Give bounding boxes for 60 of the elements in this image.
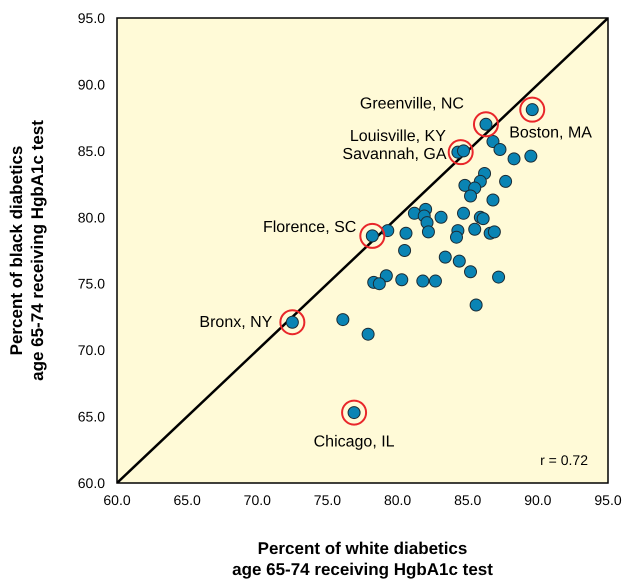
- y-tick-label: 75.0: [78, 276, 106, 292]
- annotation: Boston, MA: [509, 124, 592, 142]
- annotation: Greenville, NC: [360, 95, 464, 112]
- point: [519, 96, 546, 123]
- point: [452, 254, 466, 268]
- annotation: Savannah, GA: [342, 146, 447, 163]
- point: [486, 194, 500, 207]
- point: [336, 313, 350, 326]
- x-tick-label: 75.0: [314, 492, 342, 508]
- annotation: r = 0.72: [540, 452, 588, 468]
- x-tick-label: 90.0: [524, 492, 552, 508]
- point: [492, 270, 506, 284]
- point: [380, 269, 393, 282]
- x-tick-label: 95.0: [594, 492, 622, 508]
- x-tick-label: 70.0: [244, 492, 272, 508]
- point: [464, 265, 478, 278]
- point: [464, 190, 478, 203]
- point: [472, 111, 499, 138]
- point: [416, 274, 430, 288]
- point: [468, 222, 482, 236]
- point: [398, 244, 412, 257]
- point: [493, 143, 506, 156]
- point: [341, 400, 368, 426]
- annotation: Louisville, KY: [350, 128, 446, 146]
- annotation: Florence, SC: [262, 218, 356, 236]
- y-tick-label: 65.0: [78, 408, 106, 425]
- annotation: Bronx, NY: [199, 314, 273, 332]
- point: [470, 298, 483, 312]
- point: [399, 226, 412, 240]
- point: [508, 152, 521, 166]
- point: [372, 277, 386, 290]
- point: [359, 222, 386, 249]
- y-axis-title: Percent of black diabetics age 65-74 receiving HgbA1c test: [7, 120, 47, 381]
- y-tick-label: 80.0: [78, 209, 106, 226]
- point: [488, 225, 501, 238]
- point: [434, 210, 448, 224]
- point: [476, 212, 490, 226]
- point: [499, 174, 512, 188]
- x-tick-label: 65.0: [174, 492, 201, 508]
- annotation: Chicago, IL: [314, 434, 395, 451]
- point: [450, 230, 463, 244]
- point: [428, 274, 442, 288]
- point: [524, 150, 538, 163]
- x-tick-label: 60.0: [103, 492, 131, 508]
- point: [457, 206, 470, 220]
- y-tick-label: 70.0: [78, 342, 106, 358]
- y-tick-label: 95.0: [78, 10, 106, 26]
- point: [448, 139, 474, 166]
- x-tick-label: 85.0: [454, 492, 482, 508]
- point: [422, 225, 435, 238]
- x-axis-title: Percent of white diabetics age 65-74 receiving HgbA1c test: [232, 539, 494, 579]
- point: [438, 250, 452, 264]
- point: [395, 273, 408, 286]
- point: [279, 309, 306, 336]
- y-tick-label: 85.0: [78, 142, 106, 159]
- y-tick-label: 90.0: [78, 76, 106, 92]
- point: [486, 135, 500, 148]
- y-tick-label: 60.0: [78, 474, 106, 491]
- point: [362, 328, 375, 341]
- x-tick-label: 80.0: [384, 492, 412, 508]
